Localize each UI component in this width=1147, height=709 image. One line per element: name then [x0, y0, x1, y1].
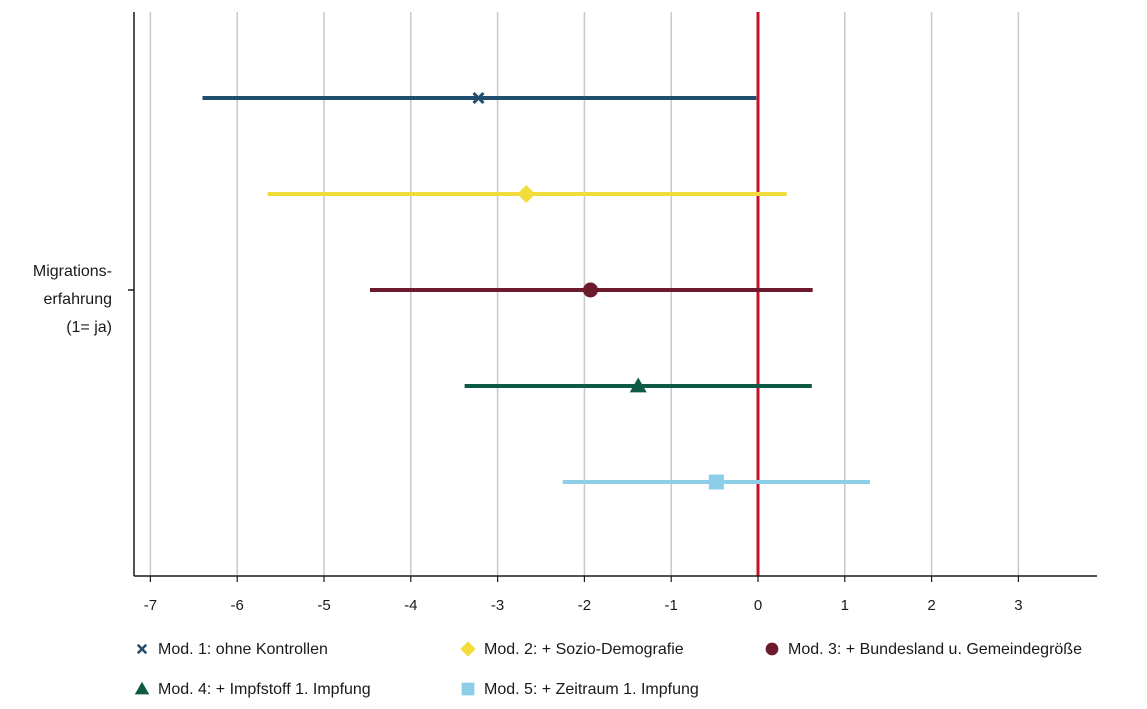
- series-5: [562, 474, 870, 490]
- legend: Mod. 1: ohne Kontrollen Mod. 2: + Sozio-D…: [134, 641, 1082, 698]
- series-2: [267, 185, 787, 203]
- legend-label: Mod. 1: ohne Kontrollen: [158, 641, 328, 658]
- point-marker: [136, 643, 148, 655]
- x-tick-label: -6: [231, 597, 244, 614]
- legend-item: Mod. 2: + Sozio-Demografie: [460, 641, 684, 658]
- point-marker: [629, 377, 647, 393]
- category-label-line-2: erfahrung: [44, 291, 113, 308]
- x-tick-label: -2: [578, 597, 591, 614]
- point-marker: [134, 681, 150, 695]
- x-tick-label: -4: [404, 597, 417, 614]
- x-tick-label: 3: [1014, 597, 1022, 614]
- x-tick-label: -3: [491, 597, 504, 614]
- point-marker: [472, 91, 485, 105]
- point-marker: [460, 641, 476, 657]
- legend-item: Mod. 3: + Bundesland u. Gemeindegröße: [765, 641, 1082, 658]
- legend-label: Mod. 2: + Sozio-Demografie: [484, 641, 684, 658]
- point-marker: [461, 682, 475, 696]
- category-label-line-3: (1= ja): [66, 319, 112, 336]
- series-1: [202, 91, 757, 105]
- point-marker: [765, 642, 779, 656]
- x-tick-label: 0: [754, 597, 762, 614]
- category-label-line-1: Migrations-: [33, 263, 112, 280]
- point-marker: [517, 185, 536, 203]
- legend-item: Mod. 5: + Zeitraum 1. Impfung: [461, 681, 699, 698]
- x-ticks: -7 -6 -5 -4 -3 -2 -1 0 1 2 3: [144, 576, 1023, 614]
- x-tick-label: 2: [927, 597, 935, 614]
- category-label: Migrations- erfahrung (1= ja): [33, 263, 134, 336]
- legend-label: Mod. 3: + Bundesland u. Gemeindegröße: [788, 641, 1082, 658]
- point-marker: [708, 474, 724, 490]
- legend-item: Mod. 1: ohne Kontrollen: [136, 641, 328, 658]
- legend-item: Mod. 4: + Impfstoff 1. Impfung: [134, 681, 371, 698]
- series-3: [370, 282, 813, 298]
- series-4: [464, 377, 812, 393]
- x-tick-label: -7: [144, 597, 157, 614]
- x-tick-label: -1: [665, 597, 678, 614]
- series-group: [202, 91, 870, 490]
- axes: [133, 12, 1097, 577]
- legend-label: Mod. 5: + Zeitraum 1. Impfung: [484, 681, 699, 698]
- point-marker: [582, 282, 598, 298]
- x-tick-label: 1: [841, 597, 849, 614]
- legend-label: Mod. 4: + Impfstoff 1. Impfung: [158, 681, 371, 698]
- x-tick-label: -5: [317, 597, 330, 614]
